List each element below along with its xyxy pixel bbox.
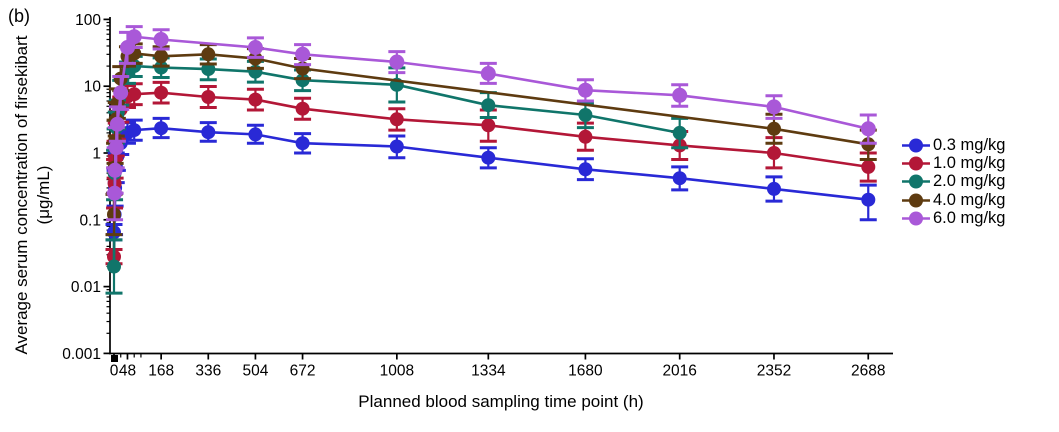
legend-item: 0.3 mg/kg [901, 136, 1005, 154]
y-tick-label: 0.1 [79, 212, 101, 229]
series-line [113, 35, 869, 194]
x-tick-label: 0 [110, 363, 119, 380]
x-tick-label: 1680 [568, 363, 603, 380]
x-tick-label: 168 [148, 363, 174, 380]
legend-item-label: 4.0 mg/kg [933, 190, 1006, 209]
error-bars [105, 116, 877, 242]
x-tick-label: 2016 [662, 363, 696, 380]
legend-marker-icon [902, 174, 930, 189]
data-markers [107, 85, 876, 264]
x-tick-label: 336 [195, 363, 221, 380]
legend-item-label: 1.0 mg/kg [933, 154, 1006, 173]
series-6-0-mg-kg [106, 25, 877, 222]
y-tick-label: 0.01 [71, 279, 101, 296]
series-0-3-mg-kg [105, 116, 877, 242]
legend-marker-icon [902, 211, 930, 226]
origin-square-marker [111, 355, 118, 362]
legend: 0.3 mg/kg 1.0 mg/kg 2.0 mg/kg 4.0 mg/kg … [901, 136, 1005, 228]
data-markers [107, 121, 876, 240]
x-tick-label: 2688 [851, 363, 885, 380]
x-axis-ticks: 0 48 168 336 504 672 1008 1334 1680 2016 2352 2688 [110, 353, 885, 380]
x-tick-label: 672 [290, 363, 316, 380]
legend-marker-icon [902, 138, 930, 153]
series-line [112, 126, 869, 233]
x-axis-title: Planned blood sampling time point (h) [358, 392, 644, 411]
panel-label: (b) [8, 6, 30, 26]
legend-item-label: 0.3 mg/kg [933, 135, 1006, 154]
y-tick-label: 100 [75, 12, 101, 29]
legend-item-label: 6.0 mg/kg [933, 209, 1006, 228]
legend-item: 4.0 mg/kg [901, 191, 1005, 209]
legend-marker-icon [902, 193, 930, 208]
legend-item: 2.0 mg/kg [901, 172, 1006, 191]
x-tick-label: 48 [119, 363, 136, 380]
y-axis-ticks: 100 10 1 0.1 0.01 0.001 [62, 12, 110, 363]
y-tick-label: 1 [92, 146, 101, 163]
x-tick-label: 2352 [757, 363, 791, 380]
legend-item: 1.0 mg/kg [901, 154, 1005, 172]
x-tick-label: 1008 [380, 363, 414, 380]
legend-item-label: 2.0 mg/kg [933, 172, 1006, 191]
legend-marker-icon [902, 156, 930, 171]
y-tick-label: 10 [84, 79, 102, 96]
x-tick-label: 504 [242, 363, 268, 380]
legend-item: 6.0 mg/kg [901, 209, 1006, 228]
data-markers [107, 29, 876, 201]
y-tick-label: 0.001 [62, 346, 101, 363]
x-tick-label: 1334 [471, 363, 506, 380]
